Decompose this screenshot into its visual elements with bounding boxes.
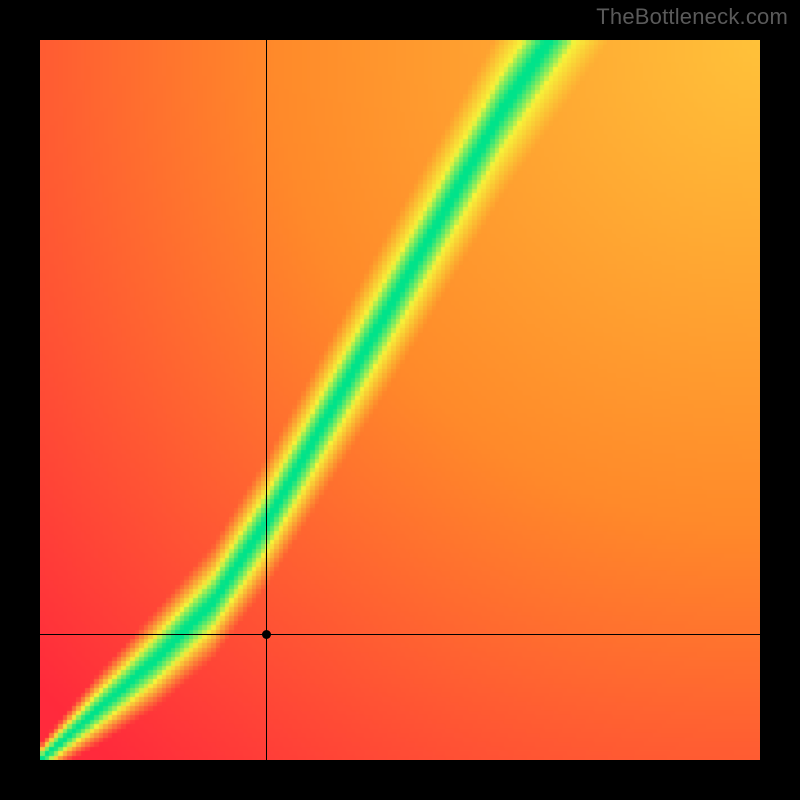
marker-dot [262, 630, 271, 639]
chart-container: TheBottleneck.com [0, 0, 800, 800]
crosshair-vertical [266, 40, 267, 760]
frame-right [760, 0, 800, 800]
frame-left [0, 0, 40, 800]
heatmap-canvas [40, 40, 760, 760]
frame-bottom [0, 760, 800, 800]
crosshair-horizontal [40, 634, 760, 635]
watermark-text: TheBottleneck.com [596, 4, 788, 30]
